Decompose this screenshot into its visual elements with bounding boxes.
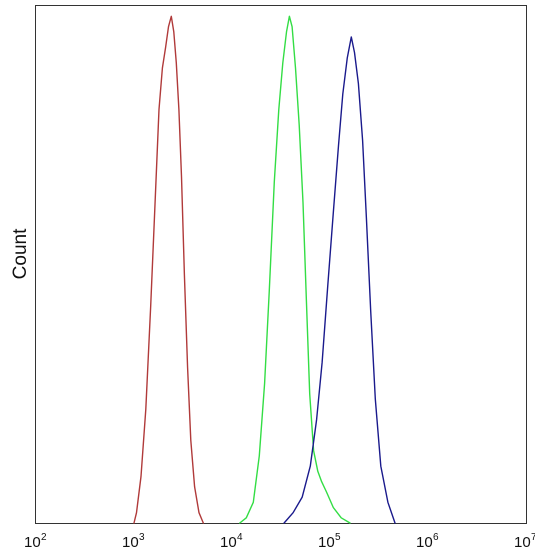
x-tick-base: 10 — [416, 534, 433, 551]
x-tick-base: 10 — [24, 534, 41, 551]
x-tick-exponent: 5 — [335, 532, 341, 543]
x-tick-label-6: 10 7 — [514, 532, 535, 551]
x-tick-exponent: 4 — [237, 532, 243, 543]
x-tick-exponent: 6 — [433, 532, 439, 543]
x-tick-exponent: 7 — [531, 532, 535, 543]
histogram-series-1 — [133, 15, 205, 524]
x-tick-label-1: 10 2 — [24, 532, 47, 551]
x-tick-label-2: 10 3 — [122, 532, 145, 551]
histogram-series-2 — [239, 15, 351, 524]
x-tick-base: 10 — [122, 534, 139, 551]
x-tick-exponent: 3 — [139, 532, 145, 543]
x-tick-label-3: 10 4 — [220, 532, 243, 551]
x-tick-label-5: 10 6 — [416, 532, 439, 551]
y-axis-label: Count — [10, 228, 31, 279]
x-tick-base: 10 — [318, 534, 335, 551]
histogram-series-3 — [283, 36, 396, 524]
x-tick-labels: 10 2 10 3 10 4 10 5 10 6 10 7 — [24, 532, 535, 551]
x-tick-base: 10 — [514, 534, 531, 551]
x-tick-label-4: 10 5 — [318, 532, 341, 551]
x-tick-exponent: 2 — [41, 532, 47, 543]
series-layer — [133, 15, 396, 524]
x-tick-base: 10 — [220, 534, 237, 551]
